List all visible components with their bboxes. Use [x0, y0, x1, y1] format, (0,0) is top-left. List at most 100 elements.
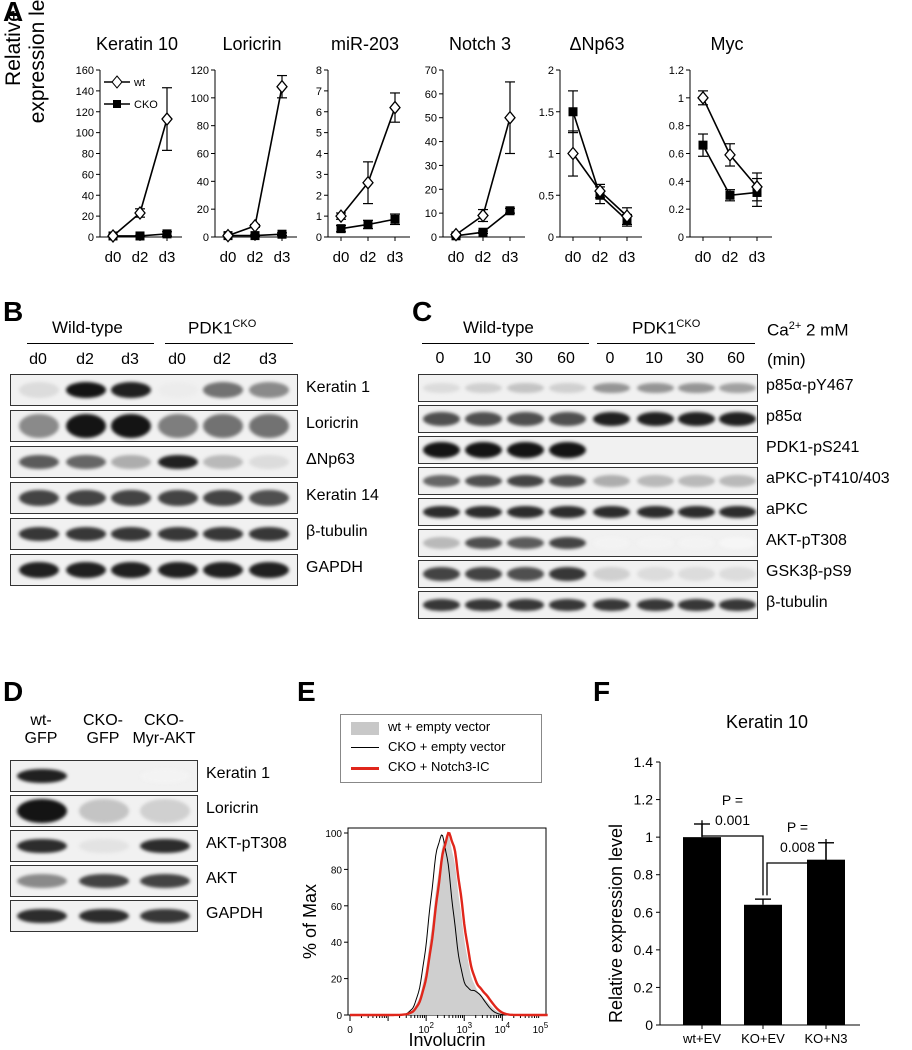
blot-band [422, 567, 460, 581]
blot-band [422, 536, 460, 550]
blot-band [636, 505, 674, 519]
x-tick-exponent: 3 [468, 1021, 473, 1030]
y-tick-label: 20 [425, 184, 437, 196]
blot-band [548, 599, 586, 611]
blot-band [548, 412, 586, 426]
legend-label-cko: CKO + empty vector [388, 739, 506, 754]
blot-band [464, 474, 502, 488]
x-tick-label: 0 [347, 1025, 353, 1036]
blot-row-label: PDK1-pS241 [766, 439, 860, 456]
blot-band [66, 382, 106, 398]
blot-band [592, 505, 630, 519]
chart-a-title: miR-203 [331, 34, 399, 54]
y-tick-label: 1.2 [669, 65, 684, 77]
blot-band [140, 873, 190, 889]
blot-strip [10, 446, 298, 478]
blot-band [19, 489, 59, 507]
blot-row-label: aPKC [766, 501, 808, 518]
histogram-wt [350, 835, 548, 1015]
point-cko [505, 206, 515, 216]
panel-b-group-line-1 [27, 343, 154, 344]
x-tick-exponent: 4 [506, 1021, 511, 1030]
y-tick-label: 40 [425, 137, 437, 149]
y-tick-label: 60 [425, 89, 437, 101]
blot-lane-label: d2 [213, 351, 231, 368]
blot-band [592, 474, 630, 488]
blot-band [506, 441, 544, 459]
blot-lane-label: 60 [727, 350, 745, 367]
blot-band [718, 412, 756, 426]
blot-band [464, 505, 502, 519]
y-tick-label: 0 [316, 232, 322, 244]
y-tick-label: 160 [76, 65, 94, 77]
panel-letter-f: F [593, 676, 611, 707]
x-tick-label: d2 [360, 249, 377, 266]
blot-band [464, 567, 502, 581]
panel-letter-c: C [412, 296, 433, 327]
blot-strip [10, 482, 298, 514]
blot-band [158, 561, 198, 579]
blot-row-label: p85α [766, 408, 802, 425]
legend-label-wt: wt [133, 77, 145, 89]
y-tick-label: 30 [425, 160, 437, 172]
blot-band [19, 561, 59, 579]
blot-band [718, 382, 756, 394]
blot-band [203, 382, 243, 398]
y-tick-label: 1.4 [634, 754, 654, 770]
blot-strip [418, 405, 758, 433]
blot-band [140, 838, 190, 854]
series-line-wt [702, 97, 758, 188]
blot-band [158, 527, 198, 541]
point-cko [135, 231, 145, 241]
blot-band [17, 799, 67, 823]
blot-band [677, 567, 715, 581]
x-tick-label: d3 [387, 249, 404, 266]
blot-band [249, 382, 289, 398]
blot-band [158, 489, 198, 507]
point-wt [567, 146, 579, 161]
blot-strip [10, 830, 198, 862]
point-cko [162, 229, 172, 239]
blot-lane-label: d0 [168, 351, 186, 368]
blot-band [203, 527, 243, 541]
y-tick-label: 80 [197, 121, 209, 133]
y-tick-label: 0.5 [539, 190, 554, 202]
y-tick-label: 1 [678, 93, 684, 105]
panel-e-legend: wt + empty vector CKO + empty vector CKO… [340, 714, 542, 783]
panel-b-group-line-2 [165, 343, 293, 344]
point-wt [724, 147, 736, 162]
blot-band [66, 561, 106, 579]
blot-strip [10, 554, 298, 586]
y-tick-label: 100 [191, 93, 209, 105]
blot-band [140, 908, 190, 924]
blot-band [19, 414, 59, 438]
blot-band [249, 561, 289, 579]
blot-band [677, 412, 715, 426]
x-tick-label: d0 [565, 249, 582, 266]
point-wt [134, 205, 146, 221]
blot-band [636, 412, 674, 426]
point-wt [249, 218, 261, 233]
y-tick-label: 0 [88, 232, 94, 244]
blot-band [249, 527, 289, 541]
x-tick-label: d3 [502, 249, 519, 266]
blot-band [17, 838, 67, 854]
y-tick-label: 40 [197, 176, 209, 188]
blot-row-label: GSK3β-pS9 [766, 563, 852, 580]
blot-band [111, 382, 151, 398]
point-wt [697, 90, 709, 105]
blot-lane-label: d0 [29, 351, 47, 368]
point-wt [621, 209, 633, 224]
y-tick-label: 0.4 [669, 176, 684, 188]
blot-lane-label: 0 [435, 350, 445, 367]
point-cko [725, 190, 735, 200]
point-wt [504, 110, 516, 125]
blot-band [636, 536, 674, 550]
legend-swatch-notch3 [351, 767, 379, 770]
panel-c-calcium-label: Ca2+ 2 mM [767, 320, 849, 340]
blot-band [464, 599, 502, 611]
y-tick-label: 2 [548, 65, 554, 77]
point-cko [478, 227, 488, 237]
panel-letter-b: B [3, 296, 24, 327]
